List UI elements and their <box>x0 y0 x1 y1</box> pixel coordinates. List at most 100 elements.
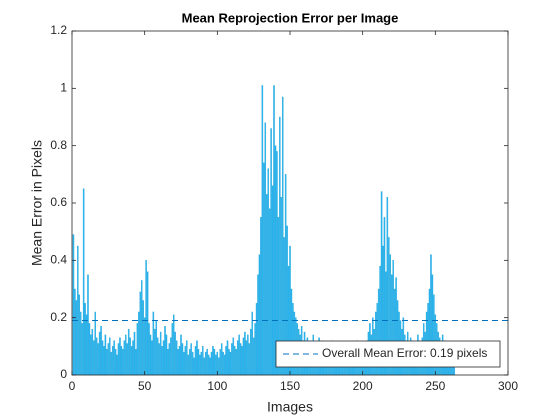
bar <box>159 331 162 376</box>
bar <box>95 337 98 376</box>
bar <box>135 349 137 376</box>
bar <box>170 337 172 376</box>
bar <box>174 331 176 376</box>
x-axis-label: Images <box>267 399 313 415</box>
bar <box>175 340 178 376</box>
bar <box>81 323 83 376</box>
bar <box>122 349 124 376</box>
bar <box>190 343 192 376</box>
bar <box>91 328 94 376</box>
bar <box>222 351 224 376</box>
bar <box>88 323 91 376</box>
bar <box>119 337 121 376</box>
bar <box>158 343 160 376</box>
y-tick-label: 0.6 <box>50 195 67 209</box>
bar <box>266 194 268 376</box>
bar <box>129 337 131 376</box>
y-tick-label: 0.8 <box>50 138 67 152</box>
bar <box>173 314 175 376</box>
legend: Overall Mean Error: 0.19 pixels <box>275 340 501 368</box>
bar <box>199 354 201 376</box>
bar <box>154 328 156 376</box>
bar <box>181 343 184 376</box>
bar <box>218 357 220 376</box>
bar <box>152 311 155 376</box>
bar <box>209 357 211 376</box>
y-axis-label: Mean Error in Pixels <box>29 140 45 266</box>
bar <box>136 323 139 376</box>
y-tick-label: 0.4 <box>50 253 67 267</box>
bar <box>109 337 111 376</box>
bar <box>223 354 226 376</box>
bar <box>133 331 136 376</box>
bar <box>194 346 197 376</box>
bar <box>84 303 86 376</box>
bar <box>94 311 96 376</box>
bar <box>220 343 223 376</box>
bar <box>138 311 140 376</box>
bar <box>234 346 236 376</box>
chart-title: Mean Reprojection Error per Image <box>182 10 399 25</box>
bar <box>187 354 189 376</box>
bar <box>130 346 133 376</box>
bar <box>90 334 92 376</box>
x-tick-label: 300 <box>498 379 518 393</box>
bar <box>242 337 245 376</box>
bar <box>164 326 166 376</box>
bar <box>203 357 205 376</box>
x-tick-label: 0 <box>69 379 76 393</box>
y-tick-label: 1 <box>60 81 67 95</box>
bar <box>226 340 229 376</box>
bar <box>188 349 191 376</box>
bar <box>257 274 259 376</box>
bar <box>219 349 221 376</box>
bar <box>183 351 185 376</box>
bar <box>279 116 281 376</box>
bar <box>110 351 112 376</box>
x-tick-label: 150 <box>280 379 300 393</box>
bar <box>245 340 248 376</box>
bar <box>236 340 239 376</box>
bar <box>180 334 182 376</box>
bar <box>171 323 174 376</box>
bar <box>255 303 258 376</box>
bar <box>191 351 194 376</box>
bar <box>116 354 118 376</box>
bar <box>104 334 107 376</box>
bar <box>165 334 168 376</box>
bar <box>232 337 235 376</box>
bar <box>258 254 261 376</box>
bar <box>268 208 271 376</box>
bar <box>113 340 115 376</box>
bar <box>251 311 253 376</box>
legend-label: Overall Mean Error: 0.19 pixels <box>322 346 487 360</box>
bar <box>157 337 159 376</box>
y-tick-label: 0.2 <box>50 310 67 324</box>
bar <box>111 346 114 376</box>
bar <box>261 85 264 376</box>
bar <box>184 346 187 376</box>
bar <box>77 245 79 376</box>
bar <box>85 314 88 376</box>
bar <box>167 349 169 376</box>
x-tick-label: 200 <box>353 379 373 393</box>
bar <box>241 346 243 376</box>
bar <box>145 260 147 376</box>
bar <box>148 323 150 376</box>
bar <box>126 343 128 376</box>
bar <box>206 349 208 376</box>
bar <box>123 340 126 376</box>
bar <box>100 326 102 376</box>
bar <box>120 346 123 376</box>
bar <box>270 128 272 376</box>
bar <box>98 331 101 376</box>
bar <box>250 328 252 376</box>
bar <box>252 337 255 376</box>
bar <box>264 122 267 376</box>
bar <box>267 168 269 376</box>
bar <box>254 323 256 376</box>
bar <box>141 280 143 376</box>
bar <box>213 349 216 376</box>
x-tick-label: 100 <box>207 379 227 393</box>
bar <box>207 354 210 376</box>
